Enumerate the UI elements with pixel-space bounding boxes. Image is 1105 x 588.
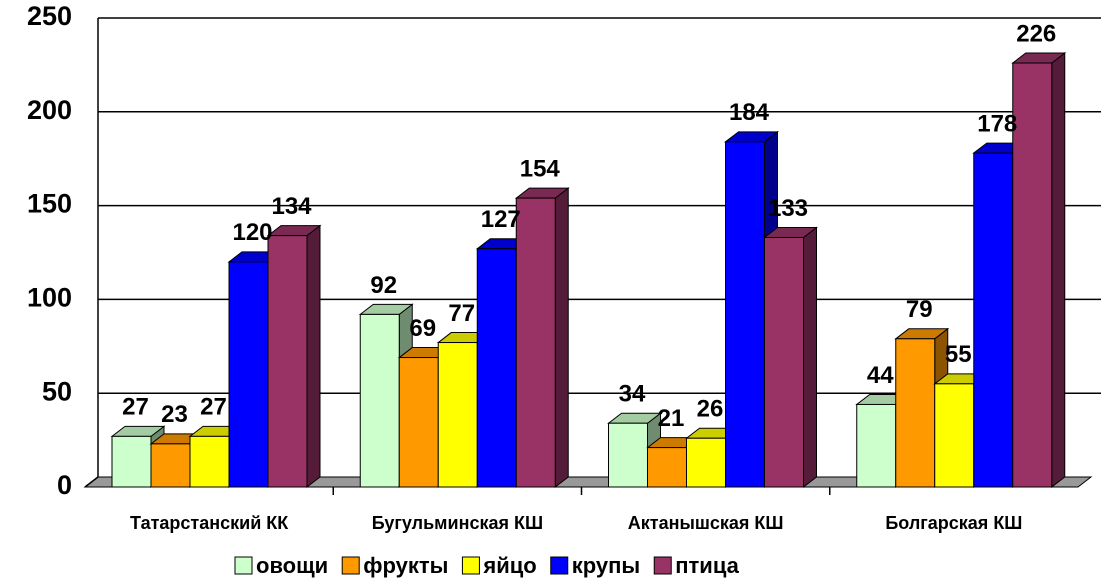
bar-front [476,248,517,488]
bar-front [1012,62,1053,488]
y-tick-label: 250 [27,1,72,31]
value-label: 44 [867,362,894,389]
legend-swatch [550,556,569,575]
value-label: 55 [945,341,972,368]
legend-swatch [653,556,672,575]
value-label: 27 [122,394,149,421]
bar-front [764,236,804,488]
bar-side [803,226,817,489]
value-label: 27 [200,394,227,421]
legend-label: птица [675,553,739,578]
value-label: 69 [409,315,436,342]
bar-front [686,437,726,488]
y-tick-label: 0 [57,470,72,500]
value-label: 133 [768,195,808,222]
bar-front [267,235,308,488]
bar-front [228,261,269,488]
bar-front [725,141,765,488]
value-label: 26 [697,396,724,423]
value-label: 120 [232,219,272,246]
value-label: 226 [1016,20,1056,47]
value-label: 178 [977,110,1017,137]
bar-front [437,342,478,488]
bar [514,187,570,489]
y-tick-label: 150 [27,189,72,219]
x-tick-label: Актанышская КШ [628,513,784,533]
value-label: 77 [448,300,475,327]
bar-front [150,443,191,488]
bar-front [973,152,1014,488]
tick-mark [84,476,99,488]
bar [1011,52,1067,489]
bar [763,226,818,489]
bar-side [306,224,321,489]
y-tick-label: 100 [27,283,72,313]
x-tick-label: Болгарская КШ [885,513,1022,533]
bar-side [554,187,569,489]
value-label: 23 [161,401,188,428]
bar-front [515,197,556,488]
value-label: 127 [481,206,521,233]
bar-front [934,383,975,488]
x-tick-label: Бугульминская КШ [372,513,543,533]
legend-swatch [461,556,480,575]
legend-label: яйцо [482,553,536,578]
bar-side [1051,52,1066,489]
bar-front [895,338,936,488]
value-label: 134 [271,193,312,220]
x-tick-label: Татарстанский КК [130,513,289,533]
bar-front [111,435,152,488]
bar [266,224,322,489]
legend-label: фрукты [363,553,448,578]
y-tick-label: 50 [42,376,72,406]
value-label: 34 [619,381,646,408]
bar-front [856,403,897,488]
value-label: 21 [658,405,685,432]
bar-front [359,313,400,488]
bar-front [647,447,687,488]
value-label: 184 [729,99,770,126]
bar-front [398,357,439,488]
legend-label: крупы [572,553,640,578]
value-label: 79 [906,296,933,323]
bar-front [608,422,648,488]
legend-swatch [341,556,360,575]
legend-label: овощи [256,553,328,578]
value-label: 92 [370,272,397,299]
y-tick-label: 200 [27,95,72,125]
legend-swatch [234,556,253,575]
bar-front [189,435,230,488]
value-label: 154 [520,155,561,182]
